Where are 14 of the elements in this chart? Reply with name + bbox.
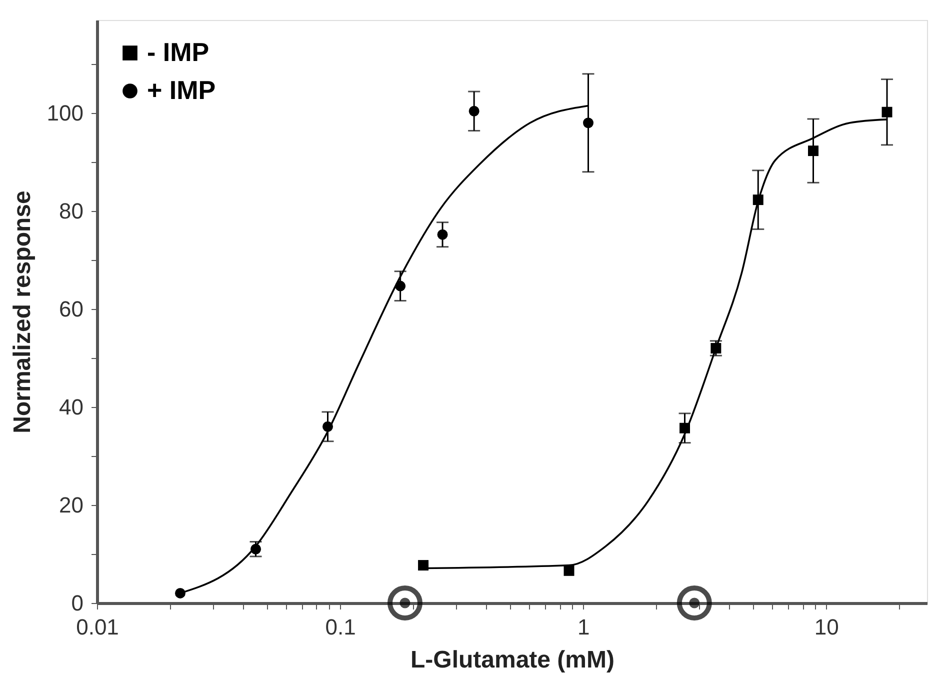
- y-tick-label: 100: [46, 100, 84, 126]
- legend-label: - IMP: [147, 37, 210, 67]
- x-tick-label: 10: [814, 614, 839, 640]
- y-tick-label: 20: [59, 492, 84, 518]
- y-tick-label: 40: [59, 394, 84, 420]
- x-tick-label: 1: [577, 614, 590, 640]
- x-axis-title: L-Glutamate (mM): [410, 646, 614, 674]
- x-tick-label: 0.01: [76, 614, 119, 640]
- y-tick-label: 60: [59, 296, 84, 322]
- legend-label: + IMP: [147, 75, 216, 105]
- y-tick-label: 0: [71, 590, 84, 616]
- x-tick-label: 0.1: [325, 614, 356, 640]
- y-tick-label: 80: [59, 198, 84, 224]
- y-axis-title: Normalized response: [8, 190, 36, 434]
